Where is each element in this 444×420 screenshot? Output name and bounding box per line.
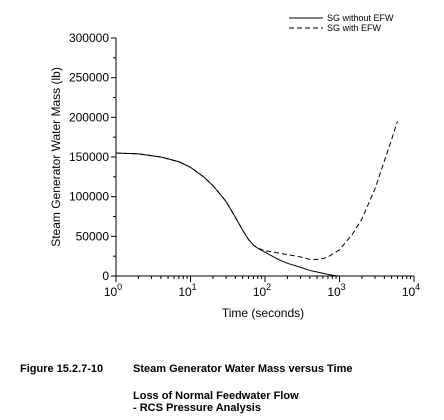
y-tick-label: 50000 [76, 229, 110, 243]
x-tick-label: 101 [178, 282, 196, 299]
y-tick-label: 200000 [69, 110, 109, 124]
y-tick-label: 250000 [69, 71, 109, 85]
x-tick-label: 100 [104, 282, 122, 299]
y-tick-label: 300000 [69, 31, 109, 45]
x-tick-label: 103 [327, 282, 345, 299]
x-tick-base: 10 [402, 285, 416, 299]
series-line-without-efw [115, 152, 340, 277]
x-axis: 100 101 102 103 104 [104, 276, 420, 299]
x-tick-exponent: 1 [192, 282, 197, 292]
y-axis: 0 50000 100000 150000 200000 250000 300000 [69, 31, 116, 283]
x-tick-base: 10 [178, 285, 192, 299]
series-layer [115, 121, 398, 277]
x-tick-exponent: 0 [117, 282, 122, 292]
x-tick-base: 10 [327, 285, 341, 299]
y-tick-label: 0 [102, 269, 109, 283]
figure-number: Figure 15.2.7-10 [20, 363, 104, 375]
figure-title: Steam Generator Water Mass versus Time [133, 363, 353, 375]
x-tick-exponent: 4 [415, 282, 420, 292]
x-tick-exponent: 2 [266, 282, 271, 292]
legend-label: SG without EFW [327, 13, 394, 23]
x-tick-label: 104 [402, 282, 420, 299]
series-line-with-efw [115, 121, 398, 260]
figure-subtitle-line1: Loss of Normal Feedwater Flow [133, 390, 299, 402]
x-axis-title: Time (seconds) [222, 306, 304, 320]
x-tick-exponent: 3 [341, 282, 346, 292]
y-axis-title: Steam Generator Water Mass (lb) [49, 67, 63, 247]
y-tick-label: 100000 [69, 190, 109, 204]
figure-subtitle-line2: - RCS Pressure Analysis [133, 402, 261, 414]
x-tick-label: 102 [253, 282, 271, 299]
legend-label: SG with EFW [327, 23, 382, 33]
y-tick-label: 150000 [69, 150, 109, 164]
x-tick-base: 10 [253, 285, 267, 299]
x-tick-base: 10 [104, 285, 118, 299]
